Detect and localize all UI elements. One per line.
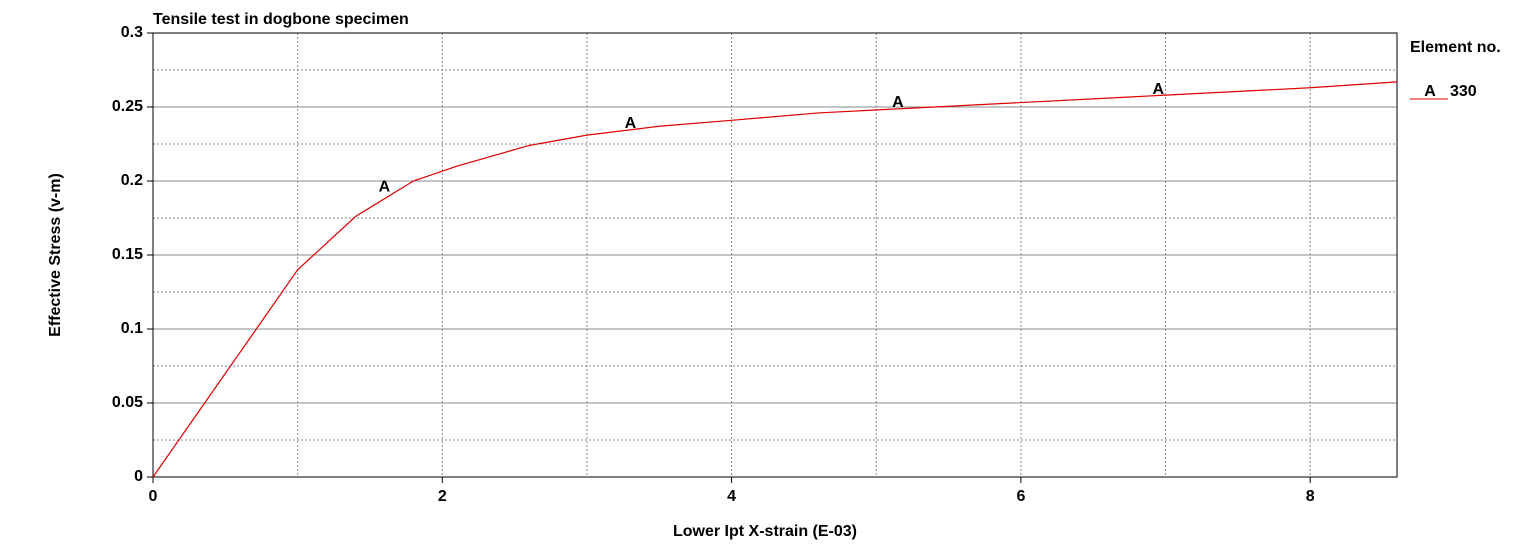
line-marker: A <box>892 94 904 111</box>
x-tick-label: 6 <box>1016 488 1025 505</box>
y-tick-label: 0.3 <box>121 24 143 41</box>
legend-label: 330 <box>1450 83 1477 100</box>
x-axis-label: Lower Ipt X-strain (E-03) <box>673 523 857 540</box>
x-tick-label: 8 <box>1306 488 1315 505</box>
y-tick-label: 0.15 <box>112 246 143 263</box>
y-tick-label: 0.25 <box>112 98 143 115</box>
y-tick-label: 0.1 <box>121 320 143 337</box>
line-marker: A <box>1153 81 1165 98</box>
legend-marker: A <box>1424 83 1436 100</box>
line-marker: A <box>379 179 391 196</box>
y-tick-label: 0 <box>134 468 143 485</box>
line-marker: A <box>625 115 637 132</box>
y-tick-label: 0.2 <box>121 172 143 189</box>
x-tick-label: 4 <box>727 488 736 505</box>
chart-title: Tensile test in dogbone specimen <box>153 11 409 28</box>
y-tick-label: 0.05 <box>112 394 143 411</box>
legend-title: Element no. <box>1410 39 1501 56</box>
x-tick-label: 0 <box>149 488 158 505</box>
line <box>152 81 1398 478</box>
plot-frame <box>152 32 1398 478</box>
y-axis-label: Effective Stress (v-m) <box>47 173 64 337</box>
x-tick-label: 2 <box>438 488 447 505</box>
